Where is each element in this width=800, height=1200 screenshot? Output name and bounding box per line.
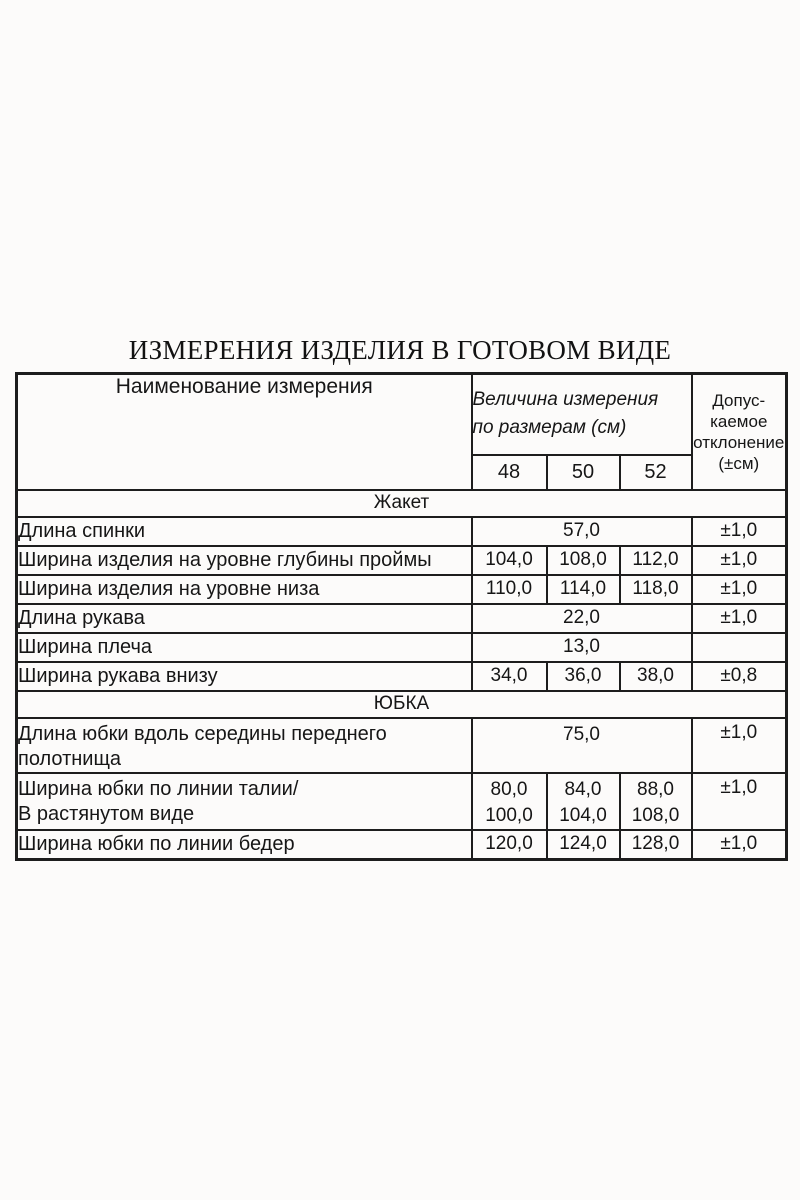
value-cell-size-48: 110,0	[470, 573, 548, 605]
header-name-column: Наименование измерения	[15, 372, 473, 491]
measurement-label: Ширина изделия на уровне глубины проймы	[15, 544, 473, 576]
measurement-label: Ширина юбки по линии талии/ В растянутом…	[15, 771, 473, 831]
measurement-label: Ширина рукава внизу	[15, 660, 473, 692]
tolerance-cell: ±1,0	[690, 771, 788, 831]
value-cell-size-52: 88,0 108,0	[618, 771, 693, 831]
measurement-label: Ширина юбки по линии бедер	[15, 828, 473, 861]
header-size-52: 52	[618, 453, 693, 491]
table-row: Ширина рукава внизу 34,0 36,0 38,0 ±0,8	[15, 660, 788, 692]
value-cell-size-50: 108,0	[545, 544, 621, 576]
value-cell-size-48: 80,0 100,0	[470, 771, 548, 831]
tolerance-cell: ±1,0	[690, 573, 788, 605]
section-row: ЮБКА	[15, 689, 788, 719]
page-title: ИЗМЕРЕНИЯ ИЗДЕЛИЯ В ГОТОВОМ ВИДЕ	[128, 335, 672, 365]
measurement-label: Длина юбки вдоль середины переднего поло…	[15, 716, 473, 774]
measurement-label: Длина рукава	[15, 602, 473, 634]
measurement-label: Ширина плеча	[15, 631, 473, 663]
table-body: Жакет Длина спинки 57,0 ±1,0 Ширина изделия …	[15, 488, 788, 861]
value-cell-size-52: 128,0	[618, 828, 693, 861]
tolerance-cell: ±1,0	[690, 544, 788, 576]
header-size-48: 48	[470, 453, 548, 491]
value-cell-size-50: 124,0	[545, 828, 621, 861]
table-row: Длина спинки 57,0 ±1,0	[15, 515, 788, 547]
merged-value-cell: 57,0	[470, 515, 693, 547]
value-cell-size-50: 114,0	[545, 573, 621, 605]
table-row: Ширина юбки по линии бедер 120,0 124,0 128,…	[15, 828, 788, 861]
value-cell-size-52: 38,0	[618, 660, 693, 692]
value-cell-size-52: 112,0	[618, 544, 693, 576]
merged-value-cell: 22,0	[470, 602, 693, 634]
header-tolerance-column: Допус- каемое отклонение (±см)	[690, 372, 788, 491]
table-row: Ширина изделия на уровне низа 110,0 114,0 1…	[15, 573, 788, 605]
value-cell-size-52: 118,0	[618, 573, 693, 605]
measurement-label: Длина спинки	[15, 515, 473, 547]
tolerance-cell: ±1,0	[690, 716, 788, 774]
header-row-1: Наименование измерения Величина измерени…	[15, 372, 788, 491]
measurements-table: Наименование измерения Величина измерени…	[15, 372, 788, 861]
tolerance-cell: ±1,0	[690, 828, 788, 861]
section-label: ЮБКА	[15, 689, 788, 719]
section-row: Жакет	[15, 488, 788, 518]
value-cell-size-48: 104,0	[470, 544, 548, 576]
table-row: Ширина плеча 13,0	[15, 631, 788, 663]
value-cell-size-50: 36,0	[545, 660, 621, 692]
section-label: Жакет	[15, 488, 788, 518]
table-row: Ширина изделия на уровне глубины проймы 1…	[15, 544, 788, 576]
value-cell-size-48: 120,0	[470, 828, 548, 861]
table-row: Ширина юбки по линии талии/ В растянутом…	[15, 771, 788, 831]
table-row: Длина юбки вдоль середины переднего поло…	[15, 716, 788, 774]
table-header: Наименование измерения Величина измерени…	[15, 372, 788, 491]
merged-value-cell: 13,0	[470, 631, 693, 663]
tolerance-cell: ±1,0	[690, 515, 788, 547]
value-cell-size-50: 84,0 104,0	[545, 771, 621, 831]
header-row-2: 48 50 52	[17, 453, 787, 491]
table-row: Длина рукава 22,0 ±1,0	[15, 602, 788, 634]
merged-value-cell: 75,0	[470, 716, 693, 774]
tolerance-cell: ±1,0	[690, 602, 788, 634]
measurement-label: Ширина изделия на уровне низа	[15, 573, 473, 605]
tolerance-cell: ±0,8	[690, 660, 788, 692]
value-cell-size-48: 34,0	[470, 660, 548, 692]
tolerance-cell	[690, 631, 788, 663]
header-size-group-column: Величина измерения по размерам (см)	[470, 372, 693, 456]
header-size-50: 50	[545, 453, 621, 491]
